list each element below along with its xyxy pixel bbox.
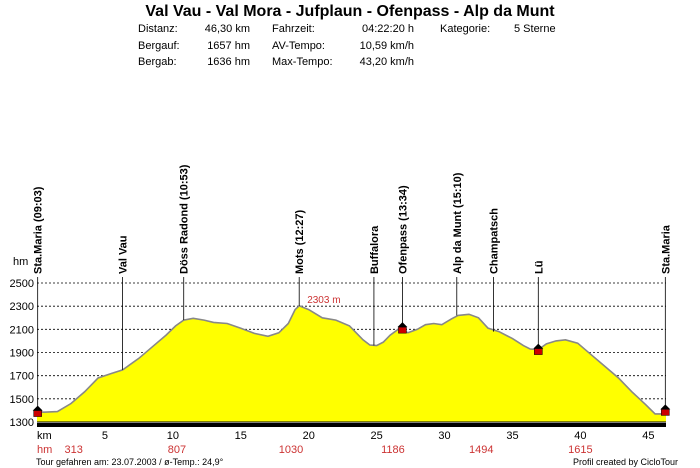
- waypoint-label: Buffalora: [369, 225, 381, 274]
- y-tick-label: 2100: [10, 324, 34, 336]
- waypoint-label: Champatsch: [488, 208, 500, 274]
- stat-maxtempo-label: Max-Tempo:: [272, 56, 333, 68]
- stat-distanz-label: Distanz:: [138, 23, 178, 35]
- hut-marker: [33, 410, 42, 417]
- hut-marker: [534, 348, 543, 355]
- stat-kategorie-label: Kategorie:: [440, 23, 491, 35]
- hut-marker-roof: [660, 404, 671, 410]
- hm-value: 807: [168, 444, 186, 456]
- hm-value: 1615: [568, 444, 592, 456]
- x-tick-label: 5: [102, 430, 108, 442]
- x-tick-label: 35: [506, 430, 518, 442]
- hut-marker-roof: [397, 322, 408, 328]
- x-tick-label: 25: [371, 430, 383, 442]
- hm-row-label: hm: [37, 444, 52, 456]
- page-title: Val Vau - Val Mora - Jufplaun - Ofenpass…: [145, 3, 555, 20]
- hut-marker: [398, 326, 407, 334]
- y-axis-label: hm: [13, 256, 28, 268]
- stat-distanz-value: 46,30 km: [204, 23, 250, 35]
- x-tick-label: 40: [574, 430, 586, 442]
- stat-kategorie-value: 5 Sterne: [514, 23, 556, 35]
- stat-bergab-label: Bergab:: [138, 56, 177, 68]
- hm-value: 1186: [381, 444, 405, 456]
- waypoint-label: Ofenpass (13:34): [397, 185, 409, 274]
- y-tick-label: 1500: [10, 394, 34, 406]
- waypoint-label: Döss Radond (10:53): [179, 164, 191, 274]
- x-tick-label: 20: [303, 430, 315, 442]
- y-tick-label: 1900: [10, 348, 34, 360]
- max-altitude-label: 2303 m: [307, 295, 340, 306]
- hm-value: 1030: [279, 444, 303, 456]
- x-tick-label: 15: [235, 430, 247, 442]
- hm-value: 1494: [469, 444, 493, 456]
- y-tick-label: 1700: [10, 371, 34, 383]
- waypoint-label: Sta.Maria: [660, 224, 672, 274]
- stat-fahrzeit-value: 04:22:20 h: [362, 23, 414, 35]
- footer-credit: Profil created by CicloTour: [572, 457, 678, 467]
- hut-marker-roof: [533, 343, 544, 349]
- stat-fahrzeit-label: Fahrzeit:: [272, 23, 315, 35]
- waypoint-label: Mots (12:27): [294, 209, 306, 274]
- hut-marker: [661, 409, 670, 416]
- footer-tour-info: Tour gefahren am: 23.07.2003 / ø-Temp.: …: [36, 457, 224, 467]
- stat-avtempo-value: 10,59 km/h: [359, 40, 414, 52]
- waypoint-label: Alp da Munt (15:10): [452, 172, 464, 274]
- hm-value: 313: [65, 444, 83, 456]
- x-tick-label: 45: [642, 430, 654, 442]
- stat-maxtempo-value: 43,20 km/h: [359, 56, 414, 68]
- x-axis-label: km: [37, 430, 52, 442]
- waypoint-label: Lü: [533, 261, 545, 274]
- x-tick-label: 30: [438, 430, 450, 442]
- waypoint-label: Val Vau: [118, 235, 130, 274]
- stat-bergauf-value: 1657 hm: [207, 40, 250, 52]
- stat-bergauf-label: Bergauf:: [138, 40, 180, 52]
- hut-marker-roof: [32, 405, 43, 411]
- elevation-line: [36, 304, 667, 415]
- stat-bergab-value: 1636 hm: [207, 56, 250, 68]
- stat-avtempo-label: AV-Tempo:: [272, 40, 325, 52]
- elevation-area: [37, 305, 666, 422]
- waypoint-label: Sta.Maria (09:03): [33, 186, 45, 274]
- y-tick-label: 1300: [10, 417, 34, 429]
- x-axis-bar: [37, 423, 666, 427]
- y-tick-label: 2500: [10, 278, 34, 290]
- y-tick-label: 2300: [10, 301, 34, 313]
- x-tick-label: 10: [167, 430, 179, 442]
